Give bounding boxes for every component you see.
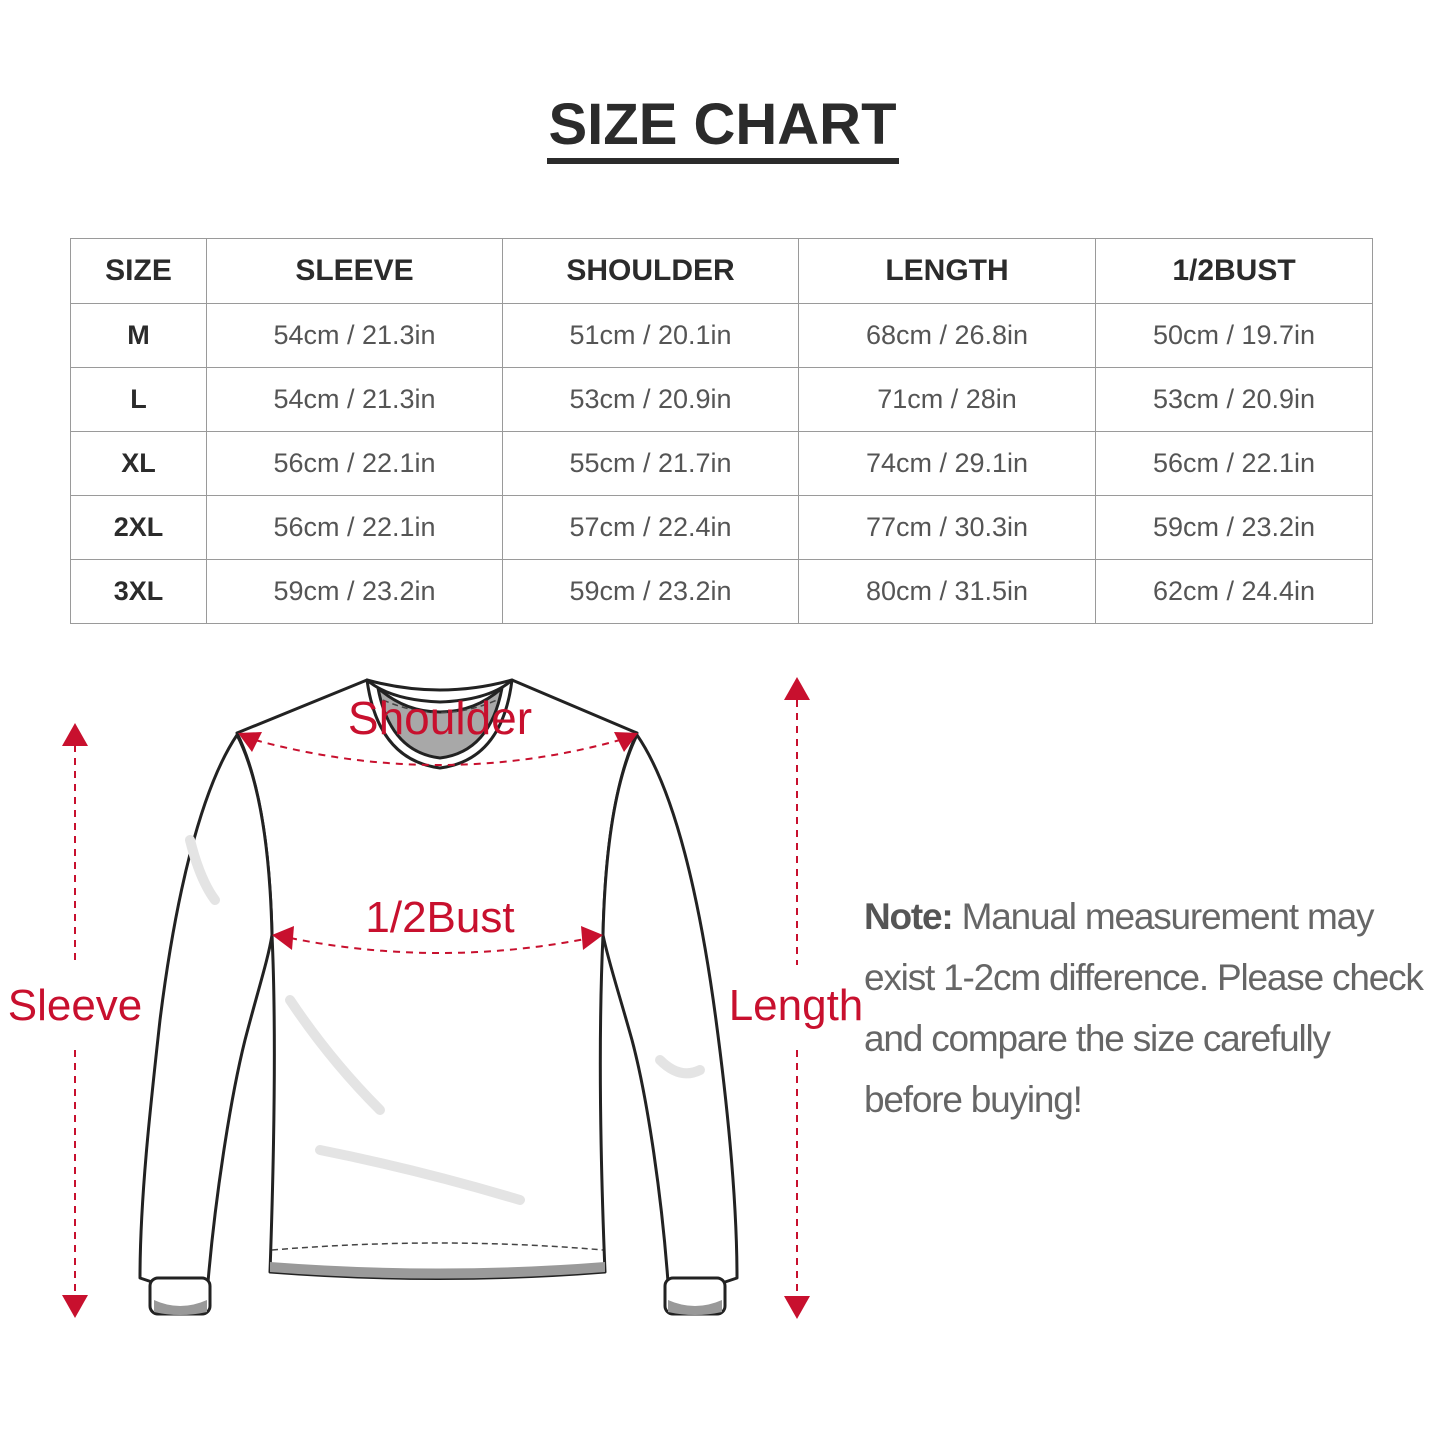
note-prefix: Note: xyxy=(864,896,954,937)
measurement-cell: 80cm / 31.5in xyxy=(798,559,1096,624)
measurement-cell: 54cm / 21.3in xyxy=(206,367,503,432)
measurement-cell: 74cm / 29.1in xyxy=(798,431,1096,496)
page-title: SIZE CHART xyxy=(0,92,1445,164)
measurement-cell: 53cm / 20.9in xyxy=(502,367,799,432)
measurement-cell: 56cm / 22.1in xyxy=(206,495,503,560)
measurement-cell: 62cm / 24.4in xyxy=(1095,559,1373,624)
arrow-right-icon xyxy=(581,926,603,950)
size-table: SIZE SLEEVE SHOULDER LENGTH 1/2BUST M 54c… xyxy=(70,238,1373,624)
measurement-cell: 55cm / 21.7in xyxy=(502,431,799,496)
bust-label: 1/2Bust xyxy=(365,893,514,942)
measurement-cell: 53cm / 20.9in xyxy=(1095,367,1373,432)
measurement-cell: 71cm / 28in xyxy=(798,367,1096,432)
note-body: Manual measurement may exist 1-2cm diffe… xyxy=(864,896,1424,1120)
arrow-up-icon xyxy=(784,677,810,700)
fabric-shading xyxy=(185,835,705,1205)
measurement-cell: 59cm / 23.2in xyxy=(502,559,799,624)
arrow-left-icon xyxy=(238,732,262,752)
table-row: L 54cm / 21.3in 53cm / 20.9in 71cm / 28in 53… xyxy=(70,367,1373,432)
size-cell: XL xyxy=(70,431,207,496)
measurement-cell: 77cm / 30.3in xyxy=(798,495,1096,560)
shirt-illustration xyxy=(138,678,739,1316)
table-row: 3XL 59cm / 23.2in 59cm / 23.2in 80cm / 31.5… xyxy=(70,559,1373,624)
title-text: SIZE CHART xyxy=(546,92,899,164)
measurement-cell: 51cm / 20.1in xyxy=(502,303,799,368)
measurement-cell: 59cm / 23.2in xyxy=(206,559,503,624)
arrowheads xyxy=(62,677,810,1319)
size-cell: L xyxy=(70,367,207,432)
arrow-up-icon xyxy=(62,723,88,746)
arrow-right-icon xyxy=(614,732,638,752)
measurement-cell: 50cm / 19.7in xyxy=(1095,303,1373,368)
measurement-cell: 57cm / 22.4in xyxy=(502,495,799,560)
sleeve-label: Sleeve xyxy=(8,981,143,1030)
header-size: SIZE xyxy=(70,238,207,304)
note-text: Note: Manual measurement may exist 1-2cm… xyxy=(864,886,1424,1130)
measurement-lines xyxy=(74,700,798,1298)
measurement-cell: 68cm / 26.8in xyxy=(798,303,1096,368)
arrow-down-icon xyxy=(62,1295,88,1318)
table-header-row: SIZE SLEEVE SHOULDER LENGTH 1/2BUST xyxy=(70,238,1373,304)
length-label: Length xyxy=(729,981,864,1030)
size-cell: 3XL xyxy=(70,559,207,624)
arrow-down-icon xyxy=(784,1296,810,1319)
measurement-cell: 56cm / 22.1in xyxy=(206,431,503,496)
arrow-left-icon xyxy=(272,926,294,950)
bust-line xyxy=(289,937,591,954)
shoulder-line xyxy=(254,739,621,766)
header-shoulder: SHOULDER xyxy=(502,238,799,304)
shoulder-label: Shoulder xyxy=(348,692,532,744)
